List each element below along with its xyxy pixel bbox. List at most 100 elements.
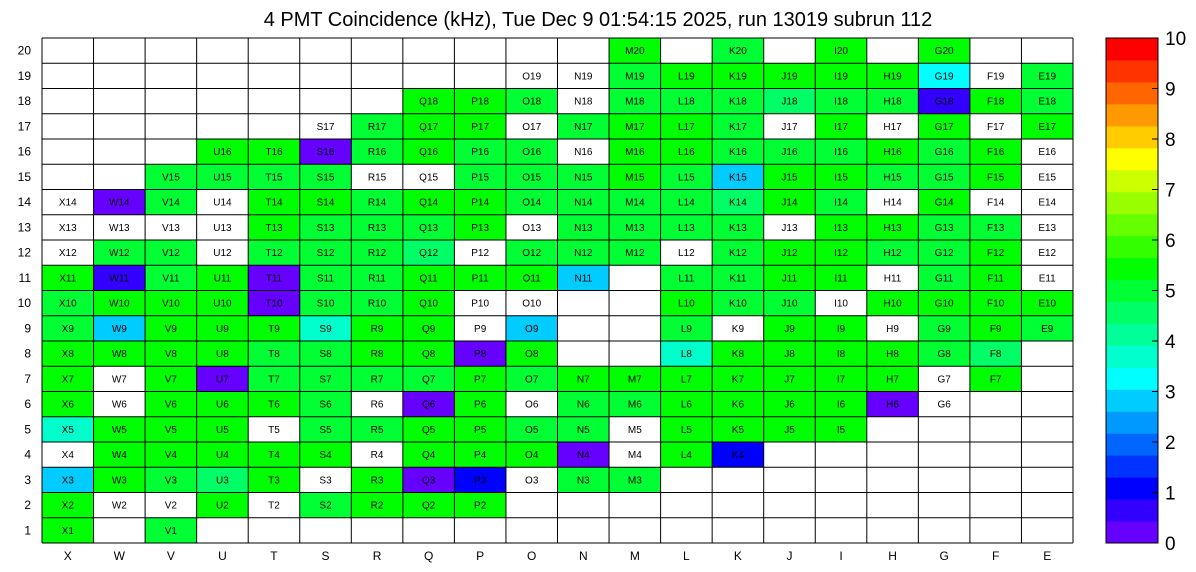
cell-label: N16 [574,147,593,158]
y-tick-label: 16 [18,145,32,159]
cell-label: K4 [732,450,745,461]
cell-label: O3 [525,475,539,486]
cell-label: N19 [574,71,593,82]
cell-fill [299,391,352,417]
cell-label: G19 [935,71,954,82]
cell-fill [712,63,764,89]
cell-label: R4 [371,450,384,461]
heatmap-cell: J9 [763,315,816,341]
heatmap-cell: L12 [660,240,713,266]
cell-label: F12 [987,248,1005,259]
heatmap-cell [866,492,919,518]
heatmap-cell: F17 [969,113,1022,139]
cell-label: T6 [268,400,280,411]
y-tick-label: 6 [24,397,31,411]
cell-fill [918,164,970,190]
heatmap-cell: T6 [248,391,300,417]
x-tick-label: V [167,549,175,563]
heatmap-cell: W9 [93,315,146,341]
cell-fill [351,416,403,442]
cell-label: W6 [112,400,127,411]
cell-label: U2 [216,501,229,512]
cell-label: O11 [523,273,542,284]
cell-fill [145,88,197,114]
heatmap-cell: L18 [660,88,713,114]
heatmap-cell: N13 [557,214,610,240]
heatmap-cell [557,290,610,316]
cell-label: V11 [162,273,179,284]
cell-label: T12 [265,248,283,259]
heatmap-cell: K18 [712,88,764,114]
heatmap-cell: T2 [248,492,300,518]
cell-label: X7 [62,374,75,385]
cell-fill [299,189,352,215]
heatmap-cell: W10 [93,290,146,316]
heatmap-cell: G9 [918,315,970,341]
heatmap-cell: T8 [248,341,300,367]
heatmap-cell: P12 [454,240,506,266]
cell-fill [1021,139,1073,165]
cell-label: U4 [216,450,229,461]
heatmap-cell: S4 [299,442,352,468]
cell-fill [763,341,816,367]
cell-label: J7 [784,374,795,385]
heatmap-cell [93,113,146,139]
cell-label: S3 [319,475,332,486]
cell-fill [299,517,352,543]
cell-fill [866,139,919,165]
heatmap-cell: J13 [763,214,816,240]
cell-fill [815,265,867,291]
cell-label: N11 [574,273,592,284]
cell-label: K19 [729,71,747,82]
cell-fill [815,517,867,543]
cell-label: R10 [368,299,387,310]
cell-fill [402,492,455,518]
cell-label: R3 [371,475,384,486]
cell-fill [145,391,197,417]
heatmap-cell [969,467,1022,493]
cell-fill [248,139,300,165]
heatmap-cell: G14 [918,189,970,215]
cell-fill [1021,214,1073,240]
cell-fill [815,139,867,165]
cell-fill [42,63,94,89]
cell-fill [454,113,506,139]
heatmap-cell: H16 [866,139,919,165]
x-tick-label: X [64,549,72,563]
cell-fill [918,63,970,89]
heatmap-cell: I18 [815,88,867,114]
cell-label: N13 [574,223,593,234]
cell-label: H13 [883,223,902,234]
cell-label: O17 [522,122,541,133]
cell-fill [712,88,764,114]
x-tick-label: F [992,549,999,563]
heatmap-cell: G8 [918,341,970,367]
heatmap-cell: P7 [454,366,506,392]
cell-fill [763,492,816,518]
heatmap-cell: M13 [609,214,661,240]
cell-fill [969,517,1022,543]
heatmap-cell [93,63,146,89]
cell-label: T5 [268,425,280,436]
cell-fill [609,214,661,240]
cell-fill [351,189,403,215]
cell-label: O5 [525,425,539,436]
heatmap-cell [505,492,558,518]
heatmap-cell: H10 [866,290,919,316]
cell-fill [1021,315,1073,341]
color-scale-step [1106,433,1158,456]
cell-label: K8 [732,349,745,360]
cell-fill [299,416,352,442]
cell-fill [763,290,816,316]
cell-label: W2 [112,501,127,512]
cell-label: N3 [577,475,590,486]
x-tick-label: J [786,549,792,563]
cell-label: S12 [317,248,335,259]
cell-label: G15 [935,172,954,183]
cell-fill [248,492,300,518]
cell-fill [351,164,403,190]
heatmap-cell [351,63,403,89]
color-scale-step [1106,521,1158,544]
cell-label: E17 [1038,122,1056,133]
